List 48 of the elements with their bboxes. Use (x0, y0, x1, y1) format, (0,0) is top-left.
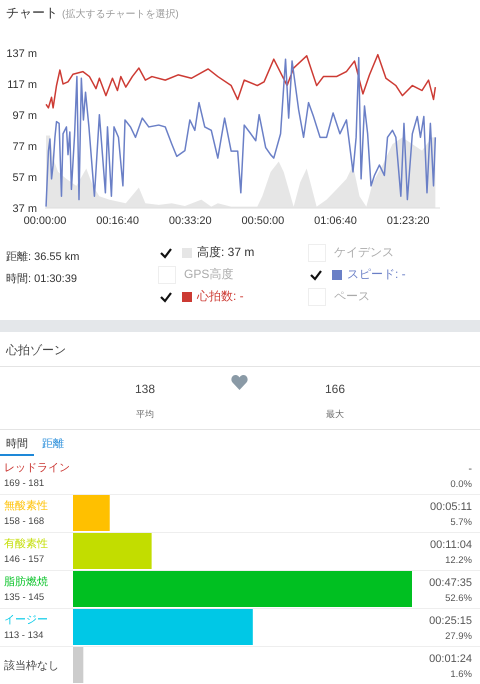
y-tick-label: 57 m (12, 172, 37, 184)
legend-label: 高度: 37 m (196, 244, 256, 261)
legend-label: 心拍数: - (196, 288, 245, 305)
data-label: 00:05:11 5.7% (430, 501, 473, 528)
x-tick-label: 00:33:20 (168, 214, 212, 227)
text: 138 (134, 382, 156, 396)
bar (73, 571, 412, 607)
chart-title: チャート (6, 5, 58, 20)
x-tick-label: 00:50:00 (241, 214, 284, 227)
bar (73, 647, 84, 683)
x-tick-label: 00:16:40 (96, 214, 140, 227)
line-series (45, 56, 436, 208)
text: 距離: 36.55 km (6, 250, 80, 265)
bar (73, 609, 253, 645)
x-tick-label: 01:23:20 (386, 214, 430, 227)
x-tick-label: 01:06:40 (314, 214, 357, 227)
y-tick-label: 該当枠なし (4, 659, 59, 672)
bar (73, 533, 152, 569)
text: 時間: 01:30:39 (6, 272, 78, 287)
data-label: 00:25:15 27.9% (429, 615, 473, 642)
y-tick-label: イージー 113 - 134 (4, 614, 48, 641)
y-tick-label: 無酸素性 158 - 168 (4, 499, 48, 527)
y-tick-label: レッドライン 169 - 181 (4, 462, 70, 489)
chart-subtitle: (拡大するチャートを選択) (62, 9, 179, 20)
text: ケイデンス (333, 244, 395, 262)
text: 166 (324, 382, 346, 396)
text: GPS高度 (183, 266, 234, 284)
y-tick-label: 97 m (12, 110, 37, 122)
legend-label: スピード: - (346, 266, 407, 283)
bar (73, 495, 110, 531)
data-label: 00:01:24 1.6% (429, 653, 473, 680)
data-label: 00:47:35 52.6% (429, 577, 473, 604)
data-label: 00:11:04 12.2% (430, 539, 473, 566)
y-tick-label: 77 m (12, 140, 37, 153)
y-tick-label: 37 m (12, 202, 37, 215)
text: ペース (333, 288, 371, 306)
data-label: - 0.0% (450, 463, 473, 490)
y-tick-label: 有酸素性 146 - 157 (4, 537, 48, 565)
chart-title: 心拍ゾーン (6, 342, 66, 359)
y-tick-label: 117 m (7, 78, 37, 91)
y-tick-label: 脂肪燃焼 135 - 145 (4, 575, 48, 603)
line-series (45, 54, 436, 109)
text: 平均 (135, 408, 155, 421)
text: 距離 (42, 437, 64, 451)
text: 最大 (325, 408, 345, 421)
y-tick-label: 137 m (6, 48, 37, 60)
text: 時間 (6, 437, 28, 451)
x-tick-label: 00:00:00 (24, 214, 66, 227)
